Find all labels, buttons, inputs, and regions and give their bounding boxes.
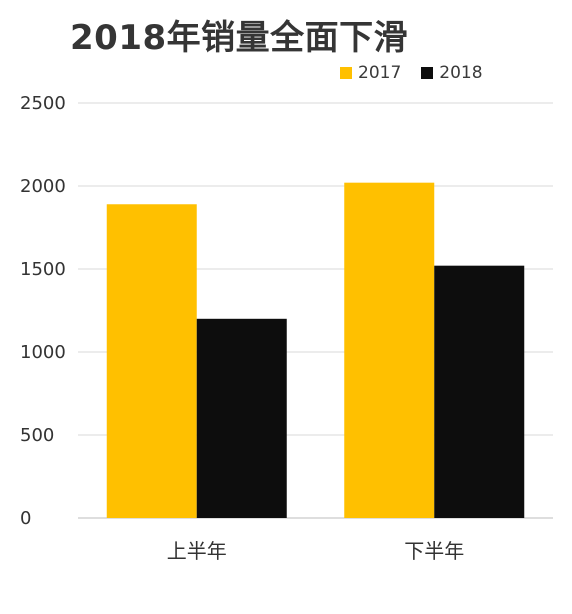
legend-label-2017: 2017 xyxy=(358,63,402,83)
bar-2017-上半年 xyxy=(106,204,197,518)
y-tick-label-1000: 1000 xyxy=(20,342,66,363)
legend: 2017 2018 xyxy=(340,63,483,83)
legend-item-2018: 2018 xyxy=(421,63,483,83)
chart-title: 2018年销量全面下滑 xyxy=(70,18,409,58)
y-tick-label-500: 500 xyxy=(20,425,54,446)
x-category-label-下半年: 下半年 xyxy=(404,539,464,563)
y-tick-label-0: 0 xyxy=(20,508,31,529)
bar-2018-下半年 xyxy=(434,265,525,518)
bar-2018-上半年 xyxy=(196,318,287,518)
legend-swatch-2017 xyxy=(340,67,352,79)
bar-2017-下半年 xyxy=(344,182,435,518)
y-tick-label-2500: 2500 xyxy=(20,93,66,114)
legend-item-2017: 2017 xyxy=(340,63,401,83)
x-category-label-上半年: 上半年 xyxy=(167,539,227,563)
legend-label-2018: 2018 xyxy=(439,63,483,83)
y-tick-label-1500: 1500 xyxy=(20,259,66,280)
y-tick-label-2000: 2000 xyxy=(20,176,66,197)
legend-swatch-2018 xyxy=(421,67,434,79)
